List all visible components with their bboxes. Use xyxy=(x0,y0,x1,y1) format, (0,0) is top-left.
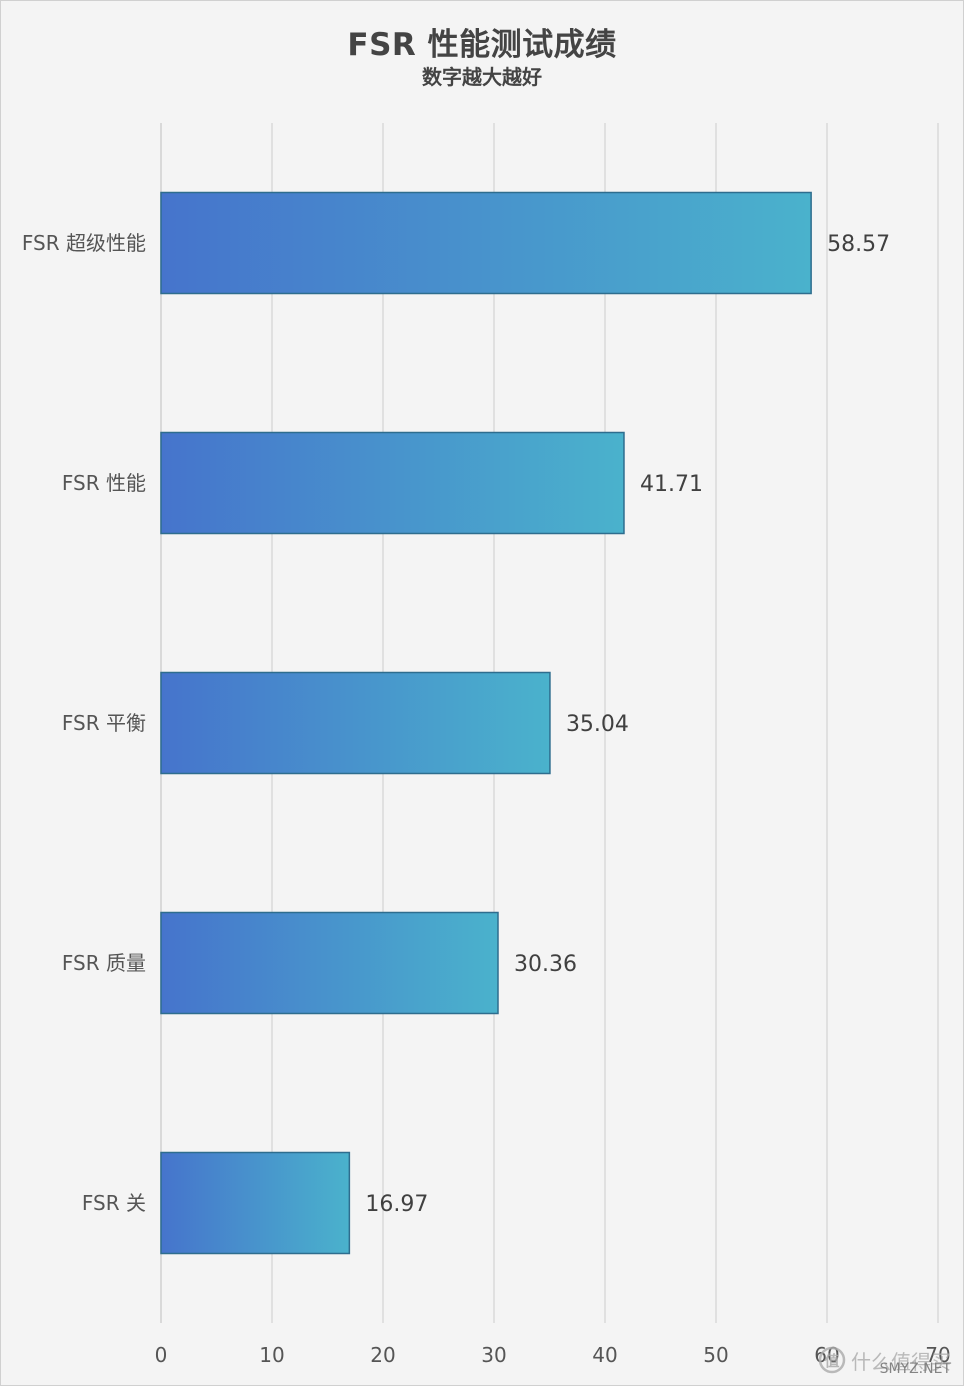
bar xyxy=(160,191,812,295)
watermark-site: SMYZ.NET xyxy=(879,1361,951,1377)
bar xyxy=(160,431,625,535)
x-tick-label: 20 xyxy=(370,1343,395,1367)
x-tick-label: 70 xyxy=(925,1343,950,1367)
data-label: 30.36 xyxy=(514,952,577,977)
watermark-text: 什么值得买 xyxy=(851,1349,951,1374)
category-label: FSR 关 xyxy=(82,1191,146,1215)
x-tick-label: 60 xyxy=(814,1343,839,1367)
category-label: FSR 质量 xyxy=(62,951,146,975)
bar xyxy=(160,911,499,1015)
watermark: 值 什么值得买 SMYZ.NET xyxy=(817,1345,951,1377)
category-label: FSR 平衡 xyxy=(62,711,146,735)
bars xyxy=(160,191,812,1255)
chart-title: FSR 性能测试成绩 xyxy=(347,27,617,63)
smzdm-logo-icon: 值 xyxy=(818,1346,846,1374)
bar xyxy=(160,1151,351,1255)
x-tick-label: 0 xyxy=(155,1343,168,1367)
gridlines xyxy=(160,123,939,1323)
labels: 0 10 20 30 40 50 60 70 FSR 超级性能 58.57 FSR 性能 41.71 F… xyxy=(22,231,951,1367)
category-label: FSR 超级性能 xyxy=(22,231,146,255)
data-label: 41.71 xyxy=(640,472,703,497)
data-label: 35.04 xyxy=(566,712,629,737)
category-label: FSR 性能 xyxy=(62,471,146,495)
x-tick-label: 40 xyxy=(592,1343,617,1367)
data-label: 16.97 xyxy=(365,1192,428,1217)
bar xyxy=(160,671,551,775)
x-tick-label: 50 xyxy=(703,1343,728,1367)
x-tick-label: 30 xyxy=(481,1343,506,1367)
x-tick-label: 10 xyxy=(259,1343,284,1367)
data-label: 58.57 xyxy=(827,232,890,257)
chart-subtitle: 数字越大越好 xyxy=(422,65,542,89)
svg-text:值: 值 xyxy=(824,1352,839,1370)
